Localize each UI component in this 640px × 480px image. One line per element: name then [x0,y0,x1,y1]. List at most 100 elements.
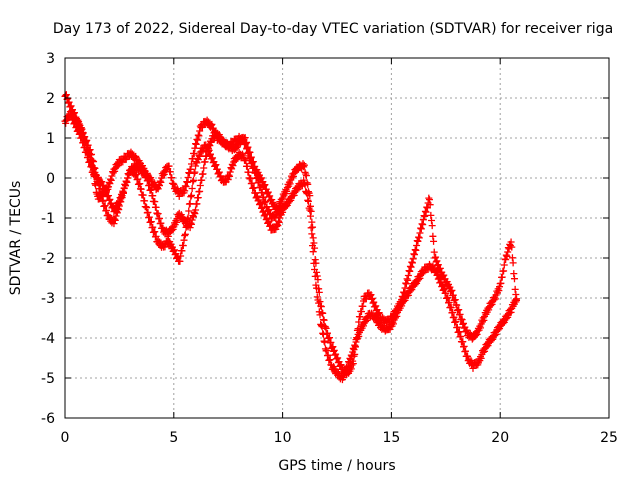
data-point [173,254,181,261]
data-point [198,176,206,184]
data-point [485,306,493,314]
data-point [176,257,184,265]
data-point [278,201,286,209]
data-point [75,118,83,126]
data-point [62,119,70,127]
data-point [283,184,291,191]
data-point [348,352,356,360]
data-point [415,234,423,242]
data-point [194,131,202,139]
data-point [115,206,123,214]
data-point [416,274,424,282]
data-point [504,248,512,256]
data-point [143,204,151,212]
data-point [434,261,442,269]
data-point [156,177,164,185]
data-point [119,189,127,197]
data-point [78,125,86,133]
data-point [419,221,427,229]
data-point [290,191,298,199]
data-point [196,127,204,135]
data-point [192,162,200,170]
data-point [181,230,189,238]
data-point [98,191,106,199]
series-trace-b [61,108,521,384]
data-point [455,328,463,336]
data-point [168,174,176,182]
data-point [141,197,149,205]
x-tick-label: 5 [169,430,178,446]
data-point [330,346,338,354]
data-point [450,313,458,321]
data-point [208,120,216,128]
data-point [159,172,167,180]
data-point [430,248,438,256]
data-point [181,232,189,240]
data-point [255,178,263,186]
data-point [509,259,517,267]
data-point [477,354,485,362]
data-point [309,248,317,256]
data-point [113,209,121,217]
data-point [142,203,150,211]
data-point [463,326,471,334]
data-point [302,170,310,178]
data-point [433,257,441,265]
data-point [137,185,145,193]
data-point [275,218,283,226]
data-point [240,136,248,144]
data-point [118,194,126,202]
data-point [274,211,282,219]
data-point [322,324,330,332]
data-point [152,232,160,240]
data-point [196,187,204,195]
data-point [187,219,195,227]
data-point [156,214,164,222]
data-point [266,192,274,200]
data-point [189,178,197,186]
data-point [192,140,200,148]
data-point [217,172,225,180]
data-point [111,215,119,223]
data-point [400,298,408,306]
data-point [207,138,215,146]
data-point [202,152,210,160]
data-point [84,141,92,149]
data-point [372,302,380,310]
data-point [306,206,314,214]
data-point [186,224,194,232]
data-point [288,174,296,182]
data-point [92,171,100,179]
data-point [132,170,140,178]
data-point [500,261,508,269]
data-points [61,91,521,384]
series-trace-c [72,115,287,240]
data-point [360,322,368,330]
data-point [309,242,317,250]
data-point [503,252,511,260]
data-point [149,223,157,231]
data-point [147,218,155,226]
data-point [491,332,499,340]
data-point [166,168,174,176]
data-point [301,168,309,176]
data-point [459,319,467,327]
data-point [160,170,168,178]
data-point [495,287,503,295]
data-point [459,338,467,346]
data-point [314,296,322,304]
data-point [122,182,130,190]
data-point [440,271,448,279]
data-point [301,181,309,189]
data-point [122,177,130,185]
data-point [187,220,195,228]
data-point [90,158,98,166]
data-point [434,270,442,278]
data-point [417,225,425,233]
data-point [109,169,117,177]
data-point [181,187,189,195]
data-point [170,246,178,254]
data-point [68,111,76,119]
y-tick-labels: -6 -5 -4 -3 -2 -1 0 1 2 3 [41,51,55,427]
data-point [157,178,165,186]
